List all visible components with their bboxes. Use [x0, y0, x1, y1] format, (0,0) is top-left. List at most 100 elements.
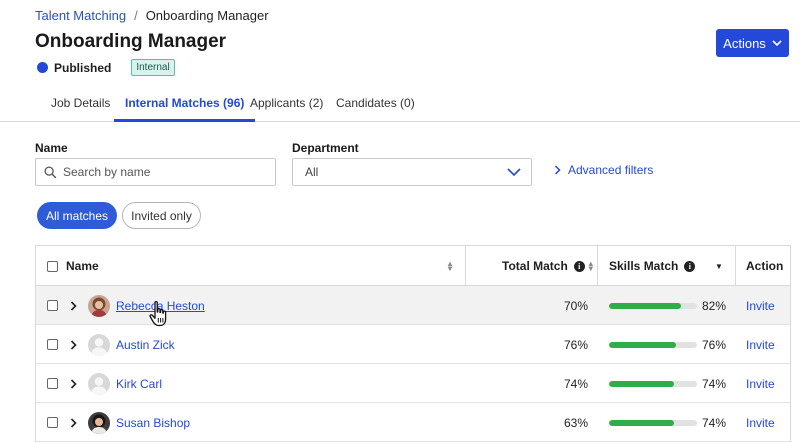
skills-match-bar-cell: [609, 325, 697, 364]
page-title: Onboarding Manager: [35, 31, 227, 52]
invite-cell: Invite: [746, 286, 775, 325]
skills-match-cell: 76%: [702, 325, 726, 364]
total-match-cell: 70%: [556, 286, 588, 325]
table-body: Rebecca Heston 70% 82% Invite Austin Zic…: [36, 286, 790, 442]
candidate-name-cell: Austin Zick: [116, 325, 175, 364]
avatar: [88, 403, 110, 442]
skills-progress-fill: [609, 380, 675, 387]
info-icon[interactable]: i: [573, 260, 585, 272]
chevron-right-icon: [70, 417, 77, 428]
table-row: Rebecca Heston 70% 82% Invite: [36, 286, 790, 325]
row-checkbox[interactable]: [47, 378, 58, 389]
chevron-right-icon: [70, 378, 77, 389]
skills-progress-fill: [609, 341, 676, 348]
breadcrumb-link-talent-matching[interactable]: Talent Matching: [35, 8, 127, 23]
candidate-name-cell: Susan Bishop: [116, 403, 190, 442]
column-header-name[interactable]: Name: [66, 246, 99, 286]
column-header-action-label: Action: [746, 259, 784, 273]
skills-match-value: 74%: [702, 415, 727, 430]
tab-bar: Job Details Internal Matches (96) Applic…: [0, 90, 800, 122]
skills-match-cell: 74%: [702, 364, 726, 403]
column-header-total-match[interactable]: Total Match i ▴ ▾: [502, 246, 593, 286]
all-matches-toggle[interactable]: All matches: [37, 202, 117, 229]
advanced-filters-link[interactable]: Advanced filters: [554, 163, 653, 177]
row-checkbox-cell: [47, 364, 58, 403]
row-checkbox[interactable]: [47, 300, 58, 311]
skills-sort-desc-icon[interactable]: ▼: [715, 261, 723, 271]
search-box: [35, 158, 276, 186]
candidate-name-cell: Kirk Carl: [116, 364, 162, 403]
department-select-value: All: [305, 165, 319, 179]
skills-progress-track: [609, 302, 697, 309]
avatar: [88, 286, 110, 325]
total-match-cell: 76%: [556, 325, 588, 364]
tab-candidates[interactable]: Candidates (0): [336, 96, 415, 110]
skills-match-value: 76%: [702, 337, 727, 352]
search-input[interactable]: [63, 165, 263, 179]
invite-link[interactable]: Invite: [746, 415, 775, 430]
department-select[interactable]: All: [292, 158, 532, 186]
invite-link[interactable]: Invite: [746, 298, 775, 313]
row-checkbox[interactable]: [47, 339, 58, 350]
skills-match-cell: 74%: [702, 403, 726, 442]
matches-table: Name ▴ ▾ Total Match i ▴ ▾ Skills Match i …: [35, 245, 791, 442]
expand-row-button[interactable]: [70, 403, 77, 442]
table-row: Susan Bishop 63% 74% Invite: [36, 403, 790, 442]
chevron-down-icon: [507, 168, 521, 177]
name-sort-icon[interactable]: ▴ ▾: [448, 259, 453, 273]
candidate-name-link[interactable]: Kirk Carl: [116, 376, 163, 391]
invited-only-toggle[interactable]: Invited only: [122, 202, 201, 229]
skills-progress-fill: [609, 419, 675, 426]
advanced-filters-label: Advanced filters: [568, 163, 654, 177]
skills-progress-track: [609, 341, 697, 348]
status-dot-icon: [37, 62, 48, 73]
candidate-name-link[interactable]: Austin Zick: [116, 337, 175, 352]
column-header-action: Action: [746, 246, 783, 286]
column-header-total-label: Total Match: [502, 259, 568, 273]
row-checkbox-cell: [47, 403, 58, 442]
candidate-name-cell: Rebecca Heston: [116, 286, 205, 325]
status-row: Published Internal: [37, 59, 175, 76]
row-checkbox[interactable]: [47, 417, 58, 428]
total-match-value: 76%: [563, 337, 588, 352]
table-header: Name ▴ ▾ Total Match i ▴ ▾ Skills Match i …: [36, 246, 790, 286]
select-all-checkbox[interactable]: [47, 260, 58, 272]
invite-cell: Invite: [746, 325, 775, 364]
actions-button[interactable]: Actions: [716, 29, 789, 57]
info-icon[interactable]: i: [684, 260, 696, 272]
tab-job-details[interactable]: Job Details: [51, 96, 111, 110]
row-checkbox-cell: [47, 286, 58, 325]
skills-progress-fill: [609, 302, 682, 309]
expand-row-button[interactable]: [70, 286, 77, 325]
table-row: Austin Zick 76% 76% Invite: [36, 325, 790, 364]
invite-link[interactable]: Invite: [746, 376, 775, 391]
search-icon: [44, 165, 57, 178]
skills-match-bar-cell: [609, 364, 697, 403]
total-match-value: 63%: [563, 415, 588, 430]
tab-applicants[interactable]: Applicants (2): [250, 96, 324, 110]
expand-row-button[interactable]: [70, 325, 77, 364]
department-filter-label: Department: [292, 141, 359, 155]
actions-button-label: Actions: [723, 35, 766, 51]
invite-cell: Invite: [746, 403, 775, 442]
select-all-cell: [47, 246, 58, 286]
chevron-right-icon: [70, 300, 77, 311]
column-header-skills-match[interactable]: Skills Match i: [609, 246, 696, 286]
candidate-name-link[interactable]: Susan Bishop: [116, 415, 191, 430]
skills-progress-track: [609, 380, 697, 387]
chevron-right-icon: [554, 165, 561, 175]
column-header-skills-label: Skills Match: [609, 259, 679, 273]
skills-match-value: 74%: [702, 376, 727, 391]
tab-internal-matches[interactable]: Internal Matches (96): [114, 96, 256, 122]
skills-match-value: 82%: [702, 298, 727, 313]
invite-link[interactable]: Invite: [746, 337, 775, 352]
avatar: [88, 325, 110, 364]
total-sort-icon[interactable]: ▴ ▾: [588, 259, 593, 273]
breadcrumb-separator: /: [134, 8, 138, 23]
chevron-right-icon: [70, 339, 77, 350]
chevron-down-icon: [772, 40, 782, 47]
expand-row-button[interactable]: [70, 364, 77, 403]
invite-cell: Invite: [746, 364, 775, 403]
candidate-name-link[interactable]: Rebecca Heston: [116, 298, 205, 313]
total-match-value: 74%: [563, 376, 588, 391]
